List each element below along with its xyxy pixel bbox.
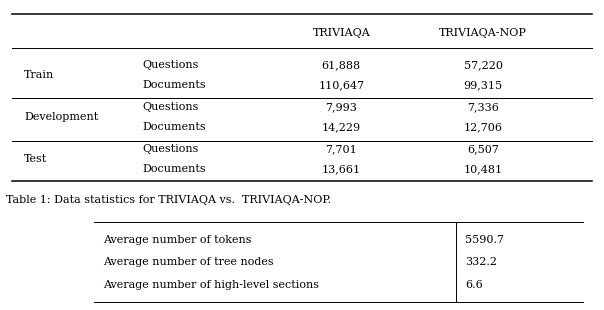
- Text: 99,315: 99,315: [464, 80, 503, 90]
- Text: TRIVIAQA: TRIVIAQA: [312, 28, 370, 38]
- Text: Train: Train: [24, 70, 54, 80]
- Text: Documents: Documents: [142, 80, 205, 90]
- Text: Average number of tokens: Average number of tokens: [103, 235, 251, 245]
- Text: 10,481: 10,481: [464, 164, 503, 174]
- Text: Documents: Documents: [142, 122, 205, 132]
- Text: Table 1: Data statistics for TRIVIAQA vs.  TRIVIAQA-NOP.: Table 1: Data statistics for TRIVIAQA vs…: [6, 195, 331, 205]
- Text: 12,706: 12,706: [464, 122, 503, 132]
- Text: Average number of tree nodes: Average number of tree nodes: [103, 257, 273, 267]
- Text: 13,661: 13,661: [322, 164, 361, 174]
- Text: 14,229: 14,229: [322, 122, 361, 132]
- Text: 7,336: 7,336: [467, 102, 499, 112]
- Text: 5590.7: 5590.7: [465, 235, 504, 245]
- Text: Questions: Questions: [142, 60, 198, 70]
- Text: 7,993: 7,993: [326, 102, 357, 112]
- Text: Average number of high-level sections: Average number of high-level sections: [103, 280, 319, 290]
- Text: 332.2: 332.2: [465, 257, 497, 267]
- Text: Development: Development: [24, 112, 98, 122]
- Text: TRIVIAQA-NOP: TRIVIAQA-NOP: [439, 28, 527, 38]
- Text: 6,507: 6,507: [467, 144, 499, 154]
- Text: 7,701: 7,701: [326, 144, 357, 154]
- Text: Questions: Questions: [142, 102, 198, 112]
- Text: 61,888: 61,888: [322, 60, 361, 70]
- Text: 6.6: 6.6: [465, 280, 483, 290]
- Text: Documents: Documents: [142, 164, 205, 174]
- Text: 110,647: 110,647: [318, 80, 364, 90]
- Text: Questions: Questions: [142, 144, 198, 154]
- Text: Test: Test: [24, 154, 47, 164]
- Text: 57,220: 57,220: [464, 60, 503, 70]
